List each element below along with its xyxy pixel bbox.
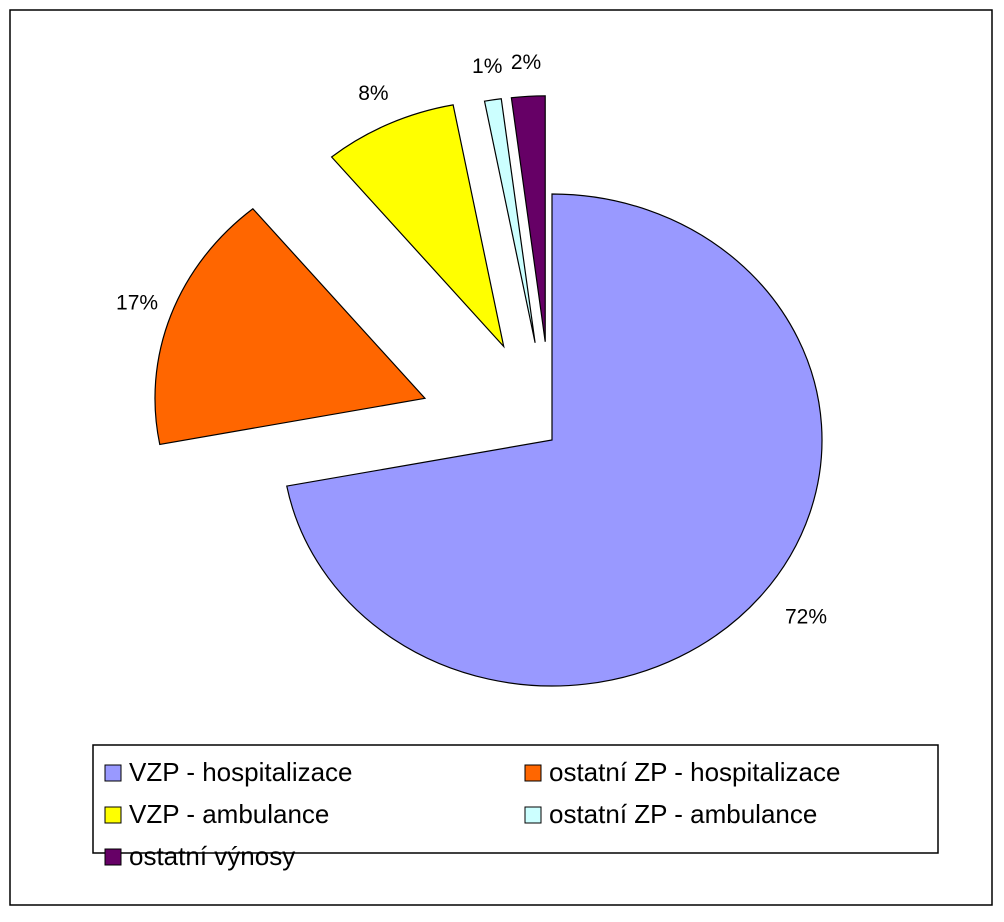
legend-label: ostatní ZP - ambulance	[549, 799, 817, 829]
legend-label: VZP - hospitalizace	[129, 757, 353, 787]
pie-slice	[483, 98, 536, 343]
pie-slice	[330, 104, 505, 349]
legend-swatch	[104, 848, 122, 866]
data-label: 17%	[116, 291, 158, 314]
legend-swatch	[524, 806, 542, 824]
data-label: 2%	[511, 51, 541, 74]
legend-label: ostatní výnosy	[129, 841, 295, 871]
legend-swatch	[104, 764, 122, 782]
data-label: 1%	[472, 55, 502, 78]
legend-label: VZP - ambulance	[129, 799, 329, 829]
legend-label: ostatní ZP - hospitalizace	[549, 757, 840, 787]
legend-box	[92, 744, 939, 854]
pie-slice	[510, 95, 546, 342]
legend-swatch	[524, 764, 542, 782]
data-label: 72%	[785, 606, 827, 629]
pie-slice	[286, 193, 823, 687]
legend-swatch	[104, 806, 122, 824]
data-label: 8%	[358, 82, 388, 105]
pie-slice	[154, 207, 427, 446]
